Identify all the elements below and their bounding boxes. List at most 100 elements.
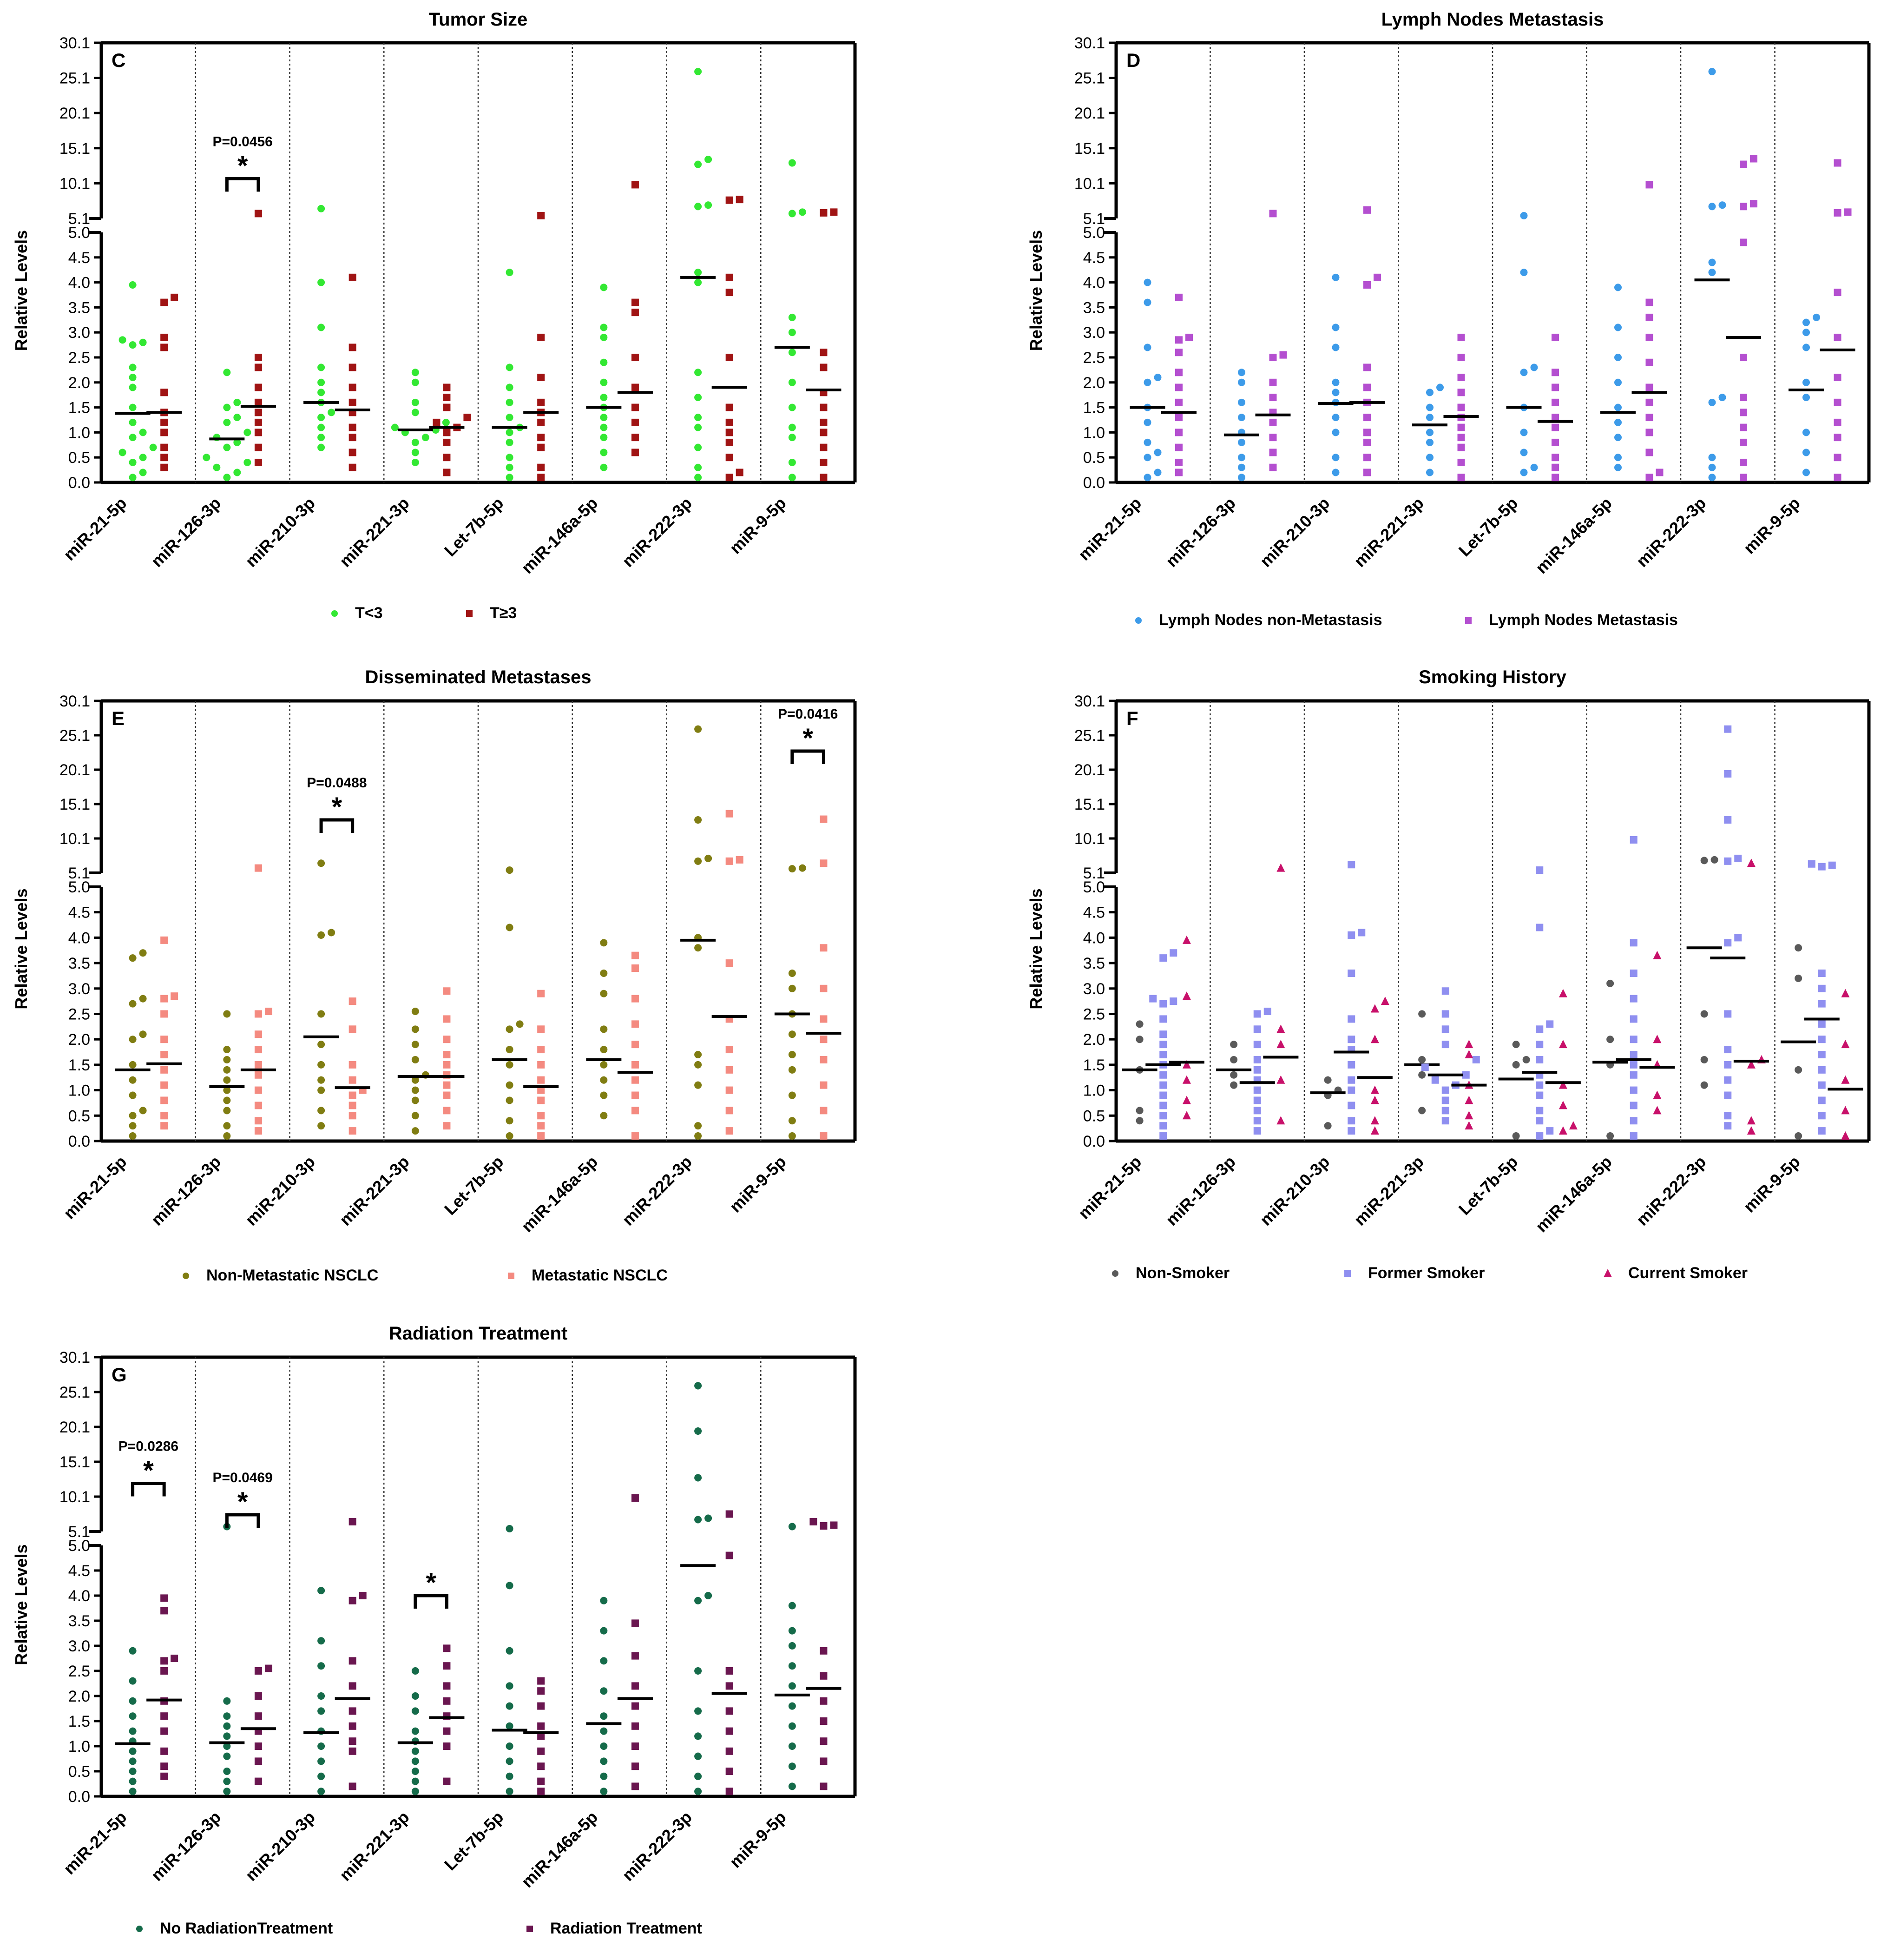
series-lymph-nodes-non-metastasis: [1130, 67, 1824, 482]
data-point: [1144, 278, 1151, 286]
data-point: [1512, 1061, 1520, 1069]
data-point: [506, 463, 513, 471]
y-tick-label: 0.5: [68, 1107, 90, 1125]
data-point: [537, 1732, 545, 1740]
data-point: [129, 1122, 137, 1130]
data-point: [537, 443, 545, 451]
data-point: [725, 1682, 733, 1690]
data-point: [1426, 454, 1434, 462]
data-point: [1653, 1035, 1662, 1043]
data-point: [1724, 939, 1732, 947]
y-tick-label: 5.0: [68, 878, 90, 896]
y-tick-label: 3.5: [68, 299, 90, 317]
data-point: [1144, 378, 1151, 386]
data-point: [160, 1607, 168, 1615]
data-point: [391, 423, 399, 431]
data-point: [443, 1015, 451, 1023]
data-point: [725, 354, 733, 361]
data-point: [411, 1727, 419, 1735]
panel-letter: E: [112, 707, 125, 729]
data-point: [1724, 1046, 1732, 1054]
data-point: [516, 1020, 524, 1028]
data-point: [129, 954, 137, 962]
data-point: [725, 1727, 733, 1735]
data-point: [506, 1702, 513, 1710]
data-point: [506, 1757, 513, 1765]
legend-label: T≥3: [490, 604, 517, 622]
data-point: [1724, 1061, 1732, 1069]
data-point: [1332, 469, 1340, 476]
data-point: [1159, 1091, 1167, 1099]
data-point: [317, 1692, 325, 1700]
data-point: [411, 449, 419, 456]
data-point: [254, 1712, 262, 1720]
data-point: [600, 358, 608, 366]
data-point: [725, 810, 733, 818]
data-point: [788, 1722, 796, 1730]
data-point: [506, 1117, 513, 1125]
data-point: [600, 1712, 608, 1720]
data-point: [254, 864, 262, 872]
data-point: [1740, 438, 1747, 446]
data-point: [694, 1122, 702, 1130]
panel-letter: F: [1126, 707, 1138, 729]
data-point: [1159, 1102, 1167, 1109]
y-tick-label: 4.0: [68, 1587, 90, 1605]
data-point: [537, 434, 545, 442]
data-point: [631, 449, 639, 456]
data-point: [1818, 1096, 1826, 1104]
data-point: [254, 1692, 262, 1700]
data-point: [349, 398, 356, 406]
data-point: [694, 857, 702, 865]
data-point: [788, 1682, 796, 1690]
x-tick-label: Let-7b-5p: [441, 1152, 507, 1219]
data-point: [1841, 1106, 1850, 1115]
data-point: [1724, 1122, 1732, 1130]
data-point: [1818, 1051, 1826, 1059]
y-axis-label: Relative Levels: [12, 1544, 31, 1665]
data-point: [160, 1727, 168, 1735]
data-point: [1136, 1117, 1144, 1125]
data-point: [1170, 997, 1177, 1005]
y-tick-label: 3.5: [68, 1612, 90, 1630]
y-tick-label: 2.0: [68, 374, 90, 392]
data-point: [349, 423, 356, 431]
data-point: [1363, 206, 1371, 214]
data-point: [537, 1096, 545, 1104]
data-point: [1818, 1081, 1826, 1089]
x-tick-label: miR-9-5p: [726, 1808, 790, 1872]
data-point: [129, 434, 137, 442]
data-point: [1144, 418, 1151, 426]
data-point: [1238, 463, 1245, 471]
significance-star: *: [802, 723, 813, 753]
data-point: [1536, 1117, 1544, 1125]
y-tick-label: 5.1: [1083, 210, 1105, 228]
data-point: [809, 1518, 817, 1525]
x-tick-label: miR-210-3p: [242, 1808, 319, 1885]
data-point: [788, 1030, 796, 1038]
y-tick-label: 25.1: [59, 727, 90, 745]
x-tick-label: miR-210-3p: [242, 1152, 319, 1229]
data-point: [1559, 1101, 1567, 1109]
data-point: [1441, 1117, 1449, 1125]
data-point: [1536, 1107, 1544, 1115]
data-point: [223, 1132, 231, 1140]
data-point: [1802, 329, 1810, 337]
data-point: [1656, 469, 1664, 476]
data-point: [506, 1025, 513, 1033]
data-point: [631, 383, 639, 391]
data-point: [160, 1772, 168, 1780]
data-point: [254, 383, 262, 391]
data-point: [118, 336, 126, 344]
chart-title: Lymph Nodes Metastasis: [1381, 9, 1604, 30]
y-tick-label: 2.5: [68, 1663, 90, 1680]
legend-marker: [1604, 1269, 1612, 1277]
data-point: [694, 443, 702, 451]
data-point: [443, 1061, 451, 1069]
data-point: [349, 1076, 356, 1084]
data-point: [1795, 1132, 1802, 1140]
data-point: [631, 434, 639, 442]
data-point: [254, 1667, 262, 1675]
data-point: [1536, 1091, 1544, 1099]
data-point: [820, 1717, 828, 1725]
